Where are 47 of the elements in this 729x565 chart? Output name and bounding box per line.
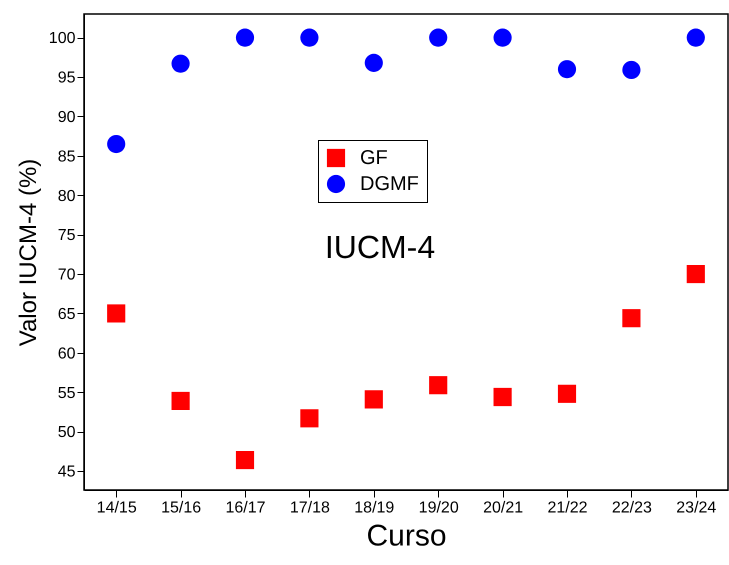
- x-tick-label: 17/18: [290, 500, 330, 516]
- y-tick-label: 90: [58, 108, 76, 126]
- x-tick-label: 22/23: [612, 500, 652, 516]
- point: [107, 304, 126, 323]
- point: [686, 264, 705, 284]
- point: [686, 28, 705, 47]
- x-tick-label: 20/21: [483, 500, 524, 516]
- point: [364, 390, 383, 408]
- y-axis-title: Valor IUCM-4 (%): [14, 158, 42, 346]
- point: [364, 54, 383, 72]
- y-tick-label: 65: [58, 306, 76, 323]
- point: [172, 392, 190, 410]
- point: [172, 54, 190, 73]
- y-tick-label: 85: [58, 148, 76, 166]
- point: [494, 388, 512, 406]
- point: [429, 28, 448, 47]
- point: [622, 309, 640, 328]
- point: [558, 60, 576, 78]
- y-tick-label: 55: [58, 384, 76, 402]
- y-tick-label: 100: [48, 30, 76, 48]
- x-tick-label: 18/19: [354, 500, 394, 516]
- point: [429, 376, 448, 394]
- point: [622, 60, 640, 80]
- y-tick-label: 70: [58, 266, 76, 284]
- point: [236, 450, 254, 470]
- x-tick-label: 19/20: [418, 500, 459, 516]
- point: [300, 409, 318, 428]
- y-tick-label: 75: [58, 227, 76, 244]
- point: [107, 134, 126, 154]
- x-tick-label: 23/24: [676, 500, 716, 516]
- point: [236, 28, 254, 47]
- x-tick-label: 14/15: [96, 500, 137, 516]
- annotation: IUCM-4: [324, 229, 436, 265]
- point: [300, 28, 318, 47]
- x-axis-title: Curso: [366, 520, 447, 552]
- y-tick-label: 95: [58, 70, 76, 87]
- y-tick-label: 50: [58, 424, 76, 442]
- x-tick-label: 16/17: [225, 500, 266, 516]
- y-tick-label: 60: [58, 345, 76, 362]
- legend-label: DGMF: [360, 173, 419, 195]
- legend-label: GF: [360, 147, 388, 169]
- y-tick-label: 45: [58, 464, 76, 481]
- point: [558, 384, 576, 403]
- point: [494, 28, 512, 47]
- x-tick-label: 21/22: [547, 500, 588, 516]
- y-tick-label: 80: [58, 188, 76, 205]
- x-tick-label: 15/16: [161, 500, 202, 516]
